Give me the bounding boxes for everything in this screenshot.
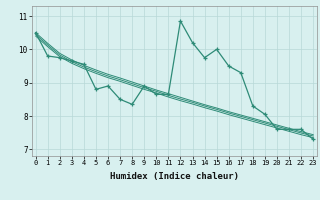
X-axis label: Humidex (Indice chaleur): Humidex (Indice chaleur) [110,172,239,181]
